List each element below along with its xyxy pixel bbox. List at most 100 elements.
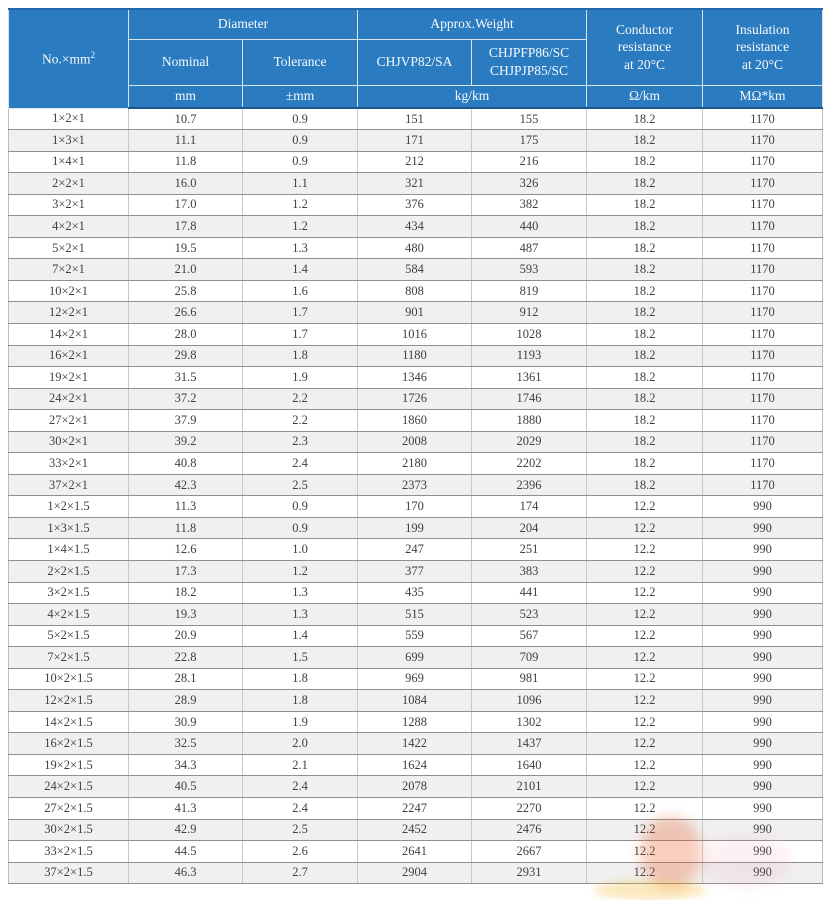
table-cell: 990 xyxy=(702,861,824,885)
table-cell: 18.2 xyxy=(586,279,704,303)
table-cell: 1170 xyxy=(702,409,824,432)
table-cell: 1180 xyxy=(357,344,473,368)
table-cell: 1170 xyxy=(702,366,824,389)
table-cell: 2×2×1.5 xyxy=(8,559,129,583)
table-cell: 19×2×1 xyxy=(8,366,129,389)
table-cell: 1170 xyxy=(702,279,824,303)
table-row: 16×2×1.5 32.5 2.0 1422 1437 12.2 990 xyxy=(8,732,824,755)
table-cell: 990 xyxy=(702,603,824,626)
table-cell: 1346 xyxy=(357,366,473,389)
table-cell: 2373 xyxy=(357,473,473,497)
table-cell: 12×2×1.5 xyxy=(8,689,129,712)
cable-spec-table: No.×mm2 Diameter Approx.Weight Conductor… xyxy=(8,8,824,885)
table-cell: 1624 xyxy=(357,753,473,777)
table-cell: 12.2 xyxy=(586,753,704,777)
table-cell: 376 xyxy=(357,193,473,217)
table-cell: 12.2 xyxy=(586,861,704,885)
header-diameter: Diameter xyxy=(127,8,359,40)
table-cell: 28.9 xyxy=(128,689,243,712)
table-row: 12×2×1 26.6 1.7 901 912 18.2 1170 xyxy=(8,301,824,324)
table-cell: 2202 xyxy=(471,452,588,475)
table-cell: 30×2×1.5 xyxy=(8,818,129,842)
table-cell: 1437 xyxy=(471,732,588,755)
table-cell: 2476 xyxy=(471,818,588,842)
table-cell: 4×2×1 xyxy=(8,215,129,238)
table-cell: 0.9 xyxy=(241,495,359,518)
table-cell: 1.4 xyxy=(241,624,359,648)
table-cell: 34.3 xyxy=(128,753,243,777)
table-cell: 1084 xyxy=(357,689,473,712)
table-cell: 990 xyxy=(702,624,824,648)
table-row: 1×2×1 10.7 0.9 151 155 18.2 1170 xyxy=(8,107,824,131)
table-cell: 1×4×1.5 xyxy=(8,538,129,561)
table-cell: 1.2 xyxy=(241,215,359,238)
table-cell: 1170 xyxy=(702,258,824,281)
table-cell: 990 xyxy=(702,495,824,518)
unit-mohm-km: MΩ*km xyxy=(702,84,824,109)
table-cell: 12.2 xyxy=(586,495,704,518)
table-cell: 0.9 xyxy=(241,516,359,540)
table-cell: 27×2×1.5 xyxy=(8,797,129,820)
table-cell: 990 xyxy=(702,516,824,540)
header-row-units: mm ±mm kg/km Ω/km MΩ*km xyxy=(9,84,824,109)
table-cell: 37×2×1 xyxy=(8,473,129,497)
table-cell: 1361 xyxy=(471,366,588,389)
table-cell: 2.2 xyxy=(241,387,359,411)
table-cell: 37.2 xyxy=(128,387,243,411)
table-cell: 1170 xyxy=(702,322,824,346)
table-cell: 1170 xyxy=(702,387,824,411)
table-cell: 12.2 xyxy=(586,732,704,755)
table-cell: 1170 xyxy=(702,150,824,174)
table-cell: 1.7 xyxy=(241,301,359,324)
table-cell: 18.2 xyxy=(586,344,704,368)
header-conductor-resistance: Conductor resistance at 20°C xyxy=(586,8,704,86)
table-cell: 2.7 xyxy=(241,861,359,885)
table-cell: 1028 xyxy=(471,322,588,346)
table-cell: 1170 xyxy=(702,172,824,195)
table-cell: 2×2×1 xyxy=(8,172,129,195)
table-cell: 1288 xyxy=(357,710,473,734)
table-cell: 16.0 xyxy=(128,172,243,195)
table-cell: 40.5 xyxy=(128,775,243,798)
table-row: 33×2×1 40.8 2.4 2180 2202 18.2 1170 xyxy=(8,452,824,475)
table-cell: 171 xyxy=(357,129,473,152)
table-cell: 16×2×1 xyxy=(8,344,129,368)
table-cell: 18.2 xyxy=(586,236,704,260)
table-cell: 12.2 xyxy=(586,624,704,648)
table-cell: 11.8 xyxy=(128,516,243,540)
table-cell: 382 xyxy=(471,193,588,217)
table-cell: 11.1 xyxy=(128,129,243,152)
header-no-mm2-sup: 2 xyxy=(90,50,96,60)
unit-ohm-km: Ω/km xyxy=(586,84,704,109)
table-cell: 26.6 xyxy=(128,301,243,324)
table-row: 14×2×1 28.0 1.7 1016 1028 18.2 1170 xyxy=(8,322,824,346)
table-cell: 37×2×1.5 xyxy=(8,861,129,885)
table-row: 24×2×1 37.2 2.2 1726 1746 18.2 1170 xyxy=(8,387,824,411)
table-header: No.×mm2 Diameter Approx.Weight Conductor… xyxy=(8,8,824,109)
table-cell: 901 xyxy=(357,301,473,324)
table-cell: 2.6 xyxy=(241,840,359,863)
table-row: 30×2×1 39.2 2.3 2008 2029 18.2 1170 xyxy=(8,430,824,454)
table-cell: 2.1 xyxy=(241,753,359,777)
table-cell: 1096 xyxy=(471,689,588,712)
table-cell: 199 xyxy=(357,516,473,540)
table-cell: 41.3 xyxy=(128,797,243,820)
table-cell: 1860 xyxy=(357,409,473,432)
table-cell: 515 xyxy=(357,603,473,626)
table-row: 1×3×1 11.1 0.9 171 175 18.2 1170 xyxy=(8,129,824,152)
table-cell: 7×2×1 xyxy=(8,258,129,281)
table-cell: 819 xyxy=(471,279,588,303)
table-cell: 2.3 xyxy=(241,430,359,454)
table-cell: 2270 xyxy=(471,797,588,820)
table-cell: 1×3×1.5 xyxy=(8,516,129,540)
table-cell: 559 xyxy=(357,624,473,648)
table-cell: 18.2 xyxy=(586,452,704,475)
table-cell: 1170 xyxy=(702,107,824,131)
table-cell: 912 xyxy=(471,301,588,324)
table-cell: 1170 xyxy=(702,215,824,238)
table-cell: 2667 xyxy=(471,840,588,863)
table-cell: 151 xyxy=(357,107,473,131)
table-cell: 3×2×1.5 xyxy=(8,581,129,605)
table-cell: 18.2 xyxy=(586,473,704,497)
table-cell: 2247 xyxy=(357,797,473,820)
